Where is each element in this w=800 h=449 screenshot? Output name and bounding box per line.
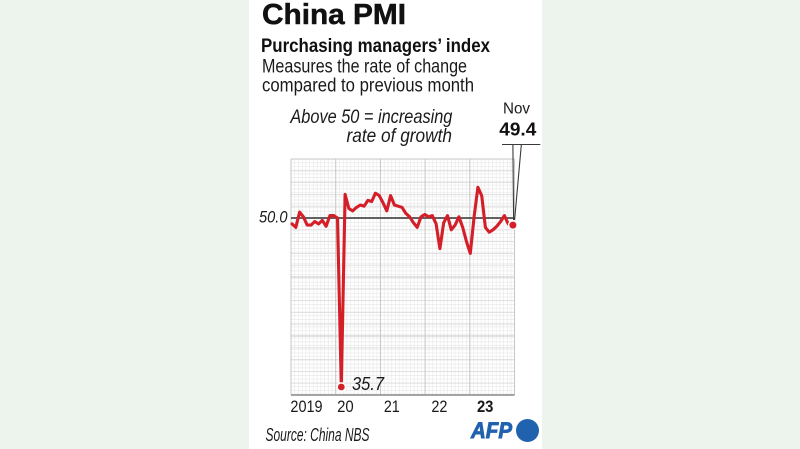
svg-text:rate of growth: rate of growth [347,126,453,147]
svg-text:35.7: 35.7 [352,374,385,394]
svg-text:Purchasing managers’ index: Purchasing managers’ index [261,35,490,57]
svg-text:22: 22 [431,397,447,416]
svg-text:20: 20 [337,397,354,416]
svg-text:Measures the rate of change: Measures the rate of change [262,56,467,77]
svg-text:21: 21 [384,397,400,416]
svg-text:Source: China NBS: Source: China NBS [266,424,370,445]
svg-text:23: 23 [477,397,494,416]
svg-text:Above 50 = increasing: Above 50 = increasing [290,107,453,128]
svg-text:50.0: 50.0 [259,208,288,226]
svg-text:AFP: AFP [470,418,513,443]
svg-text:49.4: 49.4 [499,119,537,140]
svg-text:Nov: Nov [503,101,530,118]
svg-text:2019: 2019 [290,397,322,416]
svg-text:compared to previous month: compared to previous month [262,75,474,96]
svg-text:China PMI: China PMI [262,0,406,31]
